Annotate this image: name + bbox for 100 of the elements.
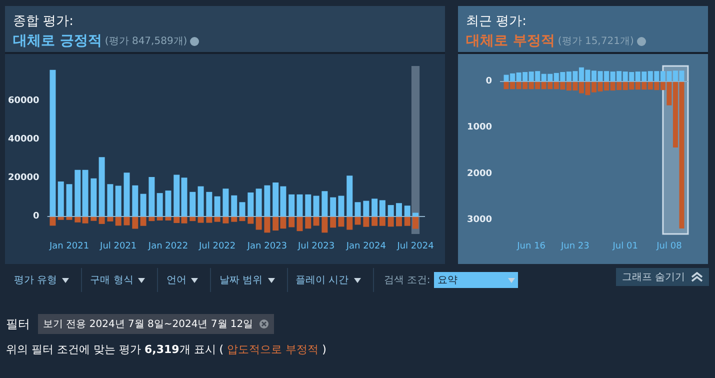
- y-tick-label: 20000: [8, 173, 40, 183]
- bar: [190, 192, 196, 217]
- bar: [264, 185, 270, 217]
- bar: [156, 193, 163, 217]
- bar: [354, 202, 361, 217]
- bar: [256, 188, 262, 217]
- bar: [107, 216, 114, 222]
- bar: [198, 216, 204, 223]
- bar: [330, 197, 336, 217]
- x-tick-label: Jan 2021: [48, 242, 90, 252]
- text: 구매 형식: [82, 268, 158, 292]
- text: 압도적으로 부정적: [227, 343, 319, 356]
- bar: [132, 185, 138, 217]
- text: (평가 15,721개): [558, 35, 634, 48]
- text: 위의 필터 조건에 맞는 평가: [6, 343, 142, 356]
- bar: [222, 216, 229, 224]
- y-tick-label: 0: [33, 212, 40, 222]
- bar: [338, 196, 344, 217]
- x-tick-label: Jan 2024: [345, 242, 386, 252]
- bar: [124, 216, 130, 226]
- y-tick-label: 2000: [466, 168, 492, 179]
- bar: [404, 216, 410, 226]
- bar: [379, 216, 386, 226]
- bar: [198, 186, 204, 217]
- bar: [82, 216, 88, 224]
- bar: [288, 194, 295, 217]
- bar: [248, 216, 254, 224]
- text: 개 표시 (: [179, 343, 225, 356]
- chart-title: 최근 평가:: [466, 13, 528, 30]
- bar: [256, 216, 262, 230]
- bar: [363, 216, 370, 227]
- x-tick-label: Jul 2022: [198, 242, 236, 252]
- bar: [264, 216, 270, 233]
- bar: [74, 216, 81, 222]
- bar: [98, 216, 105, 224]
- y-tick-label: 3000: [466, 215, 492, 226]
- text: 요약: [434, 272, 518, 288]
- bar: [74, 170, 81, 217]
- bar: [379, 200, 386, 217]
- bar: [372, 198, 378, 217]
- text: ): [321, 343, 326, 356]
- bar: [330, 216, 336, 228]
- bar: [206, 192, 212, 217]
- text: 날짜 범위: [211, 268, 288, 292]
- text: 검색 조건:: [384, 274, 430, 287]
- bar: [82, 170, 88, 217]
- x-tick-label: Jun 23: [560, 242, 590, 252]
- bar: [322, 191, 328, 217]
- y-tick-label: 40000: [8, 134, 40, 144]
- bar: [412, 216, 419, 229]
- bar: [305, 216, 312, 229]
- bar: [50, 70, 56, 217]
- bar: [346, 176, 353, 217]
- bar: [231, 195, 238, 217]
- x-tick-label: Jun 16: [516, 242, 546, 252]
- bar: [50, 216, 56, 226]
- text: (평가 847,589개): [104, 35, 188, 48]
- bar: [222, 188, 229, 217]
- bar: [396, 203, 402, 217]
- bar: [140, 194, 146, 217]
- text: 평가 유형: [6, 268, 82, 292]
- x-tick-label: Jul 2023: [296, 242, 335, 252]
- text: 보기 전용 2024년 7월 8일~2024년 7월 12일: [38, 314, 274, 334]
- chart-subtitle: 대체로 긍정적: [13, 32, 102, 50]
- x-tick-label: Jul 08: [656, 242, 682, 252]
- bar: [313, 196, 320, 217]
- bar: [296, 194, 303, 217]
- text: 언어: [158, 268, 212, 292]
- bar: [140, 216, 146, 226]
- bar: [98, 157, 105, 217]
- bar: [66, 184, 72, 217]
- bar: [214, 216, 220, 222]
- bar: [322, 216, 328, 233]
- bar: [372, 216, 378, 226]
- bar: [354, 216, 361, 225]
- x-tick-label: Jul 2024: [396, 242, 434, 252]
- bar: [305, 194, 312, 217]
- bar: [214, 196, 220, 217]
- x-tick-label: Jan 2022: [147, 242, 188, 252]
- bar: [363, 200, 370, 217]
- chart-subtitle: 대체로 부정적: [466, 32, 555, 50]
- bar: [296, 216, 303, 232]
- bar: [288, 216, 295, 228]
- x-tick-label: Jan 2023: [246, 242, 288, 252]
- bar: [132, 216, 138, 229]
- bar: [107, 184, 114, 217]
- bar: [239, 202, 246, 217]
- text: 플레이 시간: [288, 268, 374, 292]
- bar: [388, 216, 394, 227]
- y-tick-label: 0: [486, 76, 492, 86]
- bar: [248, 192, 254, 217]
- y-tick-label: 60000: [8, 96, 40, 106]
- bar: [206, 216, 212, 223]
- x-tick-label: Jul 01: [612, 242, 638, 252]
- bar: [231, 216, 238, 222]
- bar: [404, 206, 410, 217]
- chart-title: 종합 평가:: [13, 13, 75, 30]
- text: 필터: [6, 316, 30, 332]
- bar: [165, 190, 172, 217]
- bar: [124, 172, 130, 217]
